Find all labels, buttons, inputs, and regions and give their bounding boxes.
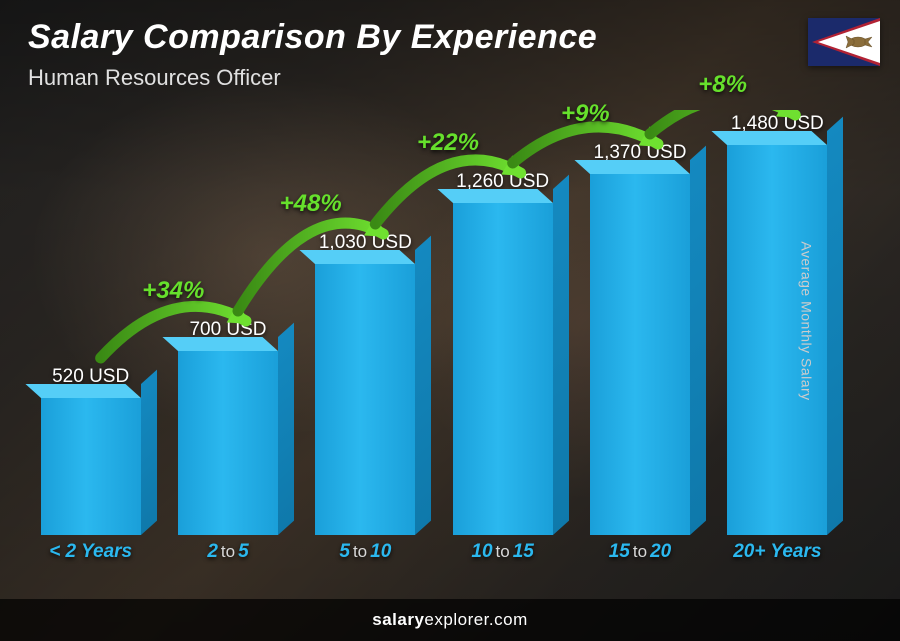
bar-front-face — [41, 398, 141, 535]
bar-side-face — [415, 236, 431, 535]
chart-title: Salary Comparison By Experience — [28, 18, 800, 57]
category-label: 10to15 — [440, 541, 565, 569]
bar-3d — [453, 203, 553, 535]
footer-brand-rest: explorer.com — [424, 610, 527, 630]
bar-column: 700 USD — [165, 319, 290, 535]
bar-front-face — [453, 203, 553, 535]
bar-side-face — [141, 370, 157, 535]
chart-subtitle: Human Resources Officer — [28, 65, 800, 91]
category-label: 20+ Years — [715, 541, 840, 569]
bar-side-face — [827, 117, 843, 535]
chart-area: 520 USD700 USD1,030 USD1,260 USD1,370 US… — [28, 110, 840, 569]
category-label: < 2 Years — [28, 541, 153, 569]
bars-container: 520 USD700 USD1,030 USD1,260 USD1,370 US… — [28, 110, 840, 535]
bar-3d — [178, 351, 278, 535]
category-label: 5to10 — [303, 541, 428, 569]
bar-column: 1,480 USD — [715, 113, 840, 535]
bar-3d — [315, 264, 415, 535]
bar-side-face — [690, 146, 706, 535]
category-labels-row: < 2 Years 2to5 5to10 10to15 15to20 20+ Years — [28, 541, 840, 569]
bar-3d — [590, 174, 690, 535]
category-label: 2to5 — [165, 541, 290, 569]
bar-side-face — [553, 175, 569, 535]
bar-3d — [41, 398, 141, 535]
category-label: 15to20 — [577, 541, 702, 569]
footer-brand-bold: salary — [372, 610, 424, 630]
bar-front-face — [315, 264, 415, 535]
bar-front-face — [590, 174, 690, 535]
bar-column: 1,030 USD — [303, 232, 428, 535]
y-axis-label: Average Monthly Salary — [798, 241, 814, 400]
bar-column: 1,260 USD — [440, 171, 565, 535]
bar-side-face — [278, 323, 294, 535]
bar-column: 520 USD — [28, 366, 153, 535]
bar-column: 1,370 USD — [577, 142, 702, 535]
chart-header: Salary Comparison By Experience Human Re… — [28, 18, 800, 91]
country-flag-icon — [808, 18, 880, 66]
bar-front-face — [178, 351, 278, 535]
footer-attribution: salaryexplorer.com — [0, 599, 900, 641]
